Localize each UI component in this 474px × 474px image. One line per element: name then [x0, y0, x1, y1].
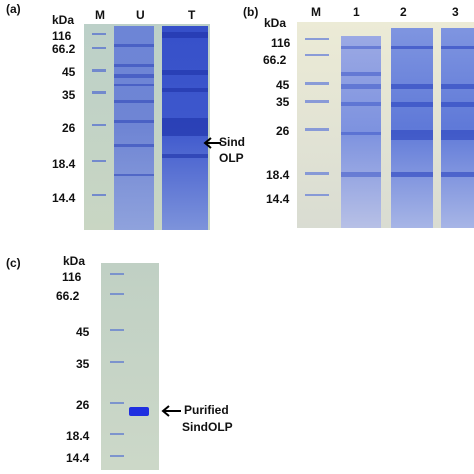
- panel-c-marker-14: 14.4: [66, 451, 90, 465]
- panel-b-lane-m: M: [311, 5, 321, 19]
- panel-c-kda-label: kDa: [63, 254, 86, 268]
- panel-b-marker-18: 18.4: [266, 168, 290, 182]
- panel-c-arrow-icon: [160, 404, 182, 422]
- panel-a-lane-t: T: [188, 8, 196, 22]
- panel-b-marker-45: 45: [276, 78, 290, 92]
- panel-a-annotation-line2: OLP: [219, 151, 244, 165]
- panel-a-marker-45: 45: [62, 65, 76, 79]
- panel-b-marker-66: 66.2: [263, 53, 287, 67]
- panel-c-annotation-line2: SindOLP: [182, 420, 233, 434]
- panel-c-marker-66: 66.2: [56, 289, 80, 303]
- panel-c-marker-18: 18.4: [66, 429, 90, 443]
- panel-a-marker-26: 26: [62, 121, 76, 135]
- panel-a-marker-14: 14.4: [52, 191, 76, 205]
- panel-a-lane-m: M: [95, 8, 105, 22]
- panel-b-marker-26: 26: [276, 124, 290, 138]
- panel-a-marker-18: 18.4: [52, 157, 76, 171]
- panel-b-lane-2: 2: [400, 5, 407, 19]
- panel-a-marker-66: 66.2: [52, 42, 76, 56]
- panel-c-marker-35: 35: [76, 357, 90, 371]
- panel-c-gel-image: [101, 263, 159, 470]
- panel-a-label: (a): [6, 2, 21, 16]
- panel-a-marker-35: 35: [62, 88, 76, 102]
- panel-b-gel-image: [297, 22, 474, 228]
- panel-b-lane-1: 1: [353, 5, 360, 19]
- panel-b-marker-35: 35: [276, 95, 290, 109]
- panel-b-label: (b): [243, 5, 259, 19]
- panel-a-marker-116: 116: [52, 29, 72, 43]
- panel-a-gel-image: [84, 24, 210, 230]
- panel-c-marker-26: 26: [76, 398, 90, 412]
- panel-c-annotation-line1: Purified: [184, 403, 229, 417]
- panel-c-marker-45: 45: [76, 325, 90, 339]
- panel-b-kda-label: kDa: [264, 16, 287, 30]
- panel-a-kda-label: kDa: [52, 13, 75, 27]
- panel-b-lane-3: 3: [452, 5, 459, 19]
- panel-a-arrow-icon: [202, 136, 222, 154]
- panel-b-marker-116: 116: [271, 36, 291, 50]
- panel-c-marker-116: 116: [62, 270, 82, 284]
- panel-c-label: (c): [6, 256, 21, 270]
- panel-a-lane-u: U: [136, 8, 145, 22]
- panel-b-marker-14: 14.4: [266, 192, 290, 206]
- panel-a-annotation-line1: Sind: [219, 135, 245, 149]
